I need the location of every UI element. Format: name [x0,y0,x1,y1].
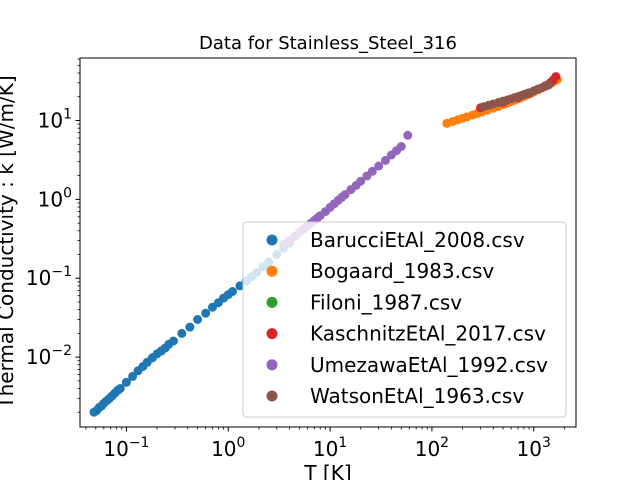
plot-frame [79,57,577,428]
legend-label: BarucciEtAl_2008.csv [310,228,525,252]
chart-title: Data for Stainless_Steel_316 [199,33,457,54]
data-point [356,176,366,186]
data-point [228,287,237,296]
data-point [235,281,245,291]
x-tick-label: 102 [415,435,449,461]
data-point [193,315,203,324]
legend-marker [266,328,278,340]
series-5 [478,80,554,112]
legend-marker [266,359,278,371]
y-axis: 10−2 10−1 100 101 [26,58,80,413]
data-point [381,155,390,165]
legend-marker [266,265,278,277]
legend-label: WatsonEtAl_1963.csv [310,384,524,408]
legend-marker [266,390,278,402]
legend-label: KaschnitzEtAl_2017.csv [310,322,546,346]
y-tick-label: 100 [38,185,72,211]
y-axis-label: Thermal Conductivity : k [W/m/K] [0,75,18,409]
y-tick-label: 10−1 [26,264,72,290]
data-point [169,336,178,346]
data-point [128,371,138,381]
data-point [544,80,554,90]
legend-marker [266,234,278,246]
data-point [551,72,561,82]
legend: BarucciEtAl_2008.csv Bogaard_1983.csv Filo… [242,221,567,418]
data-point [374,161,384,171]
data-point [185,322,195,332]
legend-marker [266,296,278,308]
x-axis-label: T [K] [303,461,351,480]
x-tick-label: 10−1 [103,435,149,461]
data-point [367,166,377,176]
data-point [403,130,413,140]
data-point [340,190,350,200]
legend-label: UmezawaEtAl_1992.csv [310,353,548,377]
legend-label: Bogaard_1983.csv [310,259,494,283]
x-tick-label: 100 [211,435,245,461]
legend-box [242,221,567,418]
data-point [121,377,131,387]
data-point [177,328,187,338]
x-axis: 10−1 100 101 102 103 [85,427,565,461]
x-tick-label: 103 [517,435,551,461]
y-tick-label: 10−2 [26,343,72,369]
legend-label: Filoni_1987.csv [310,290,462,314]
x-tick-label: 101 [313,435,347,461]
data-point [201,308,211,318]
data-point [396,142,406,151]
data-point [115,384,125,393]
y-tick-label: 101 [38,106,72,132]
